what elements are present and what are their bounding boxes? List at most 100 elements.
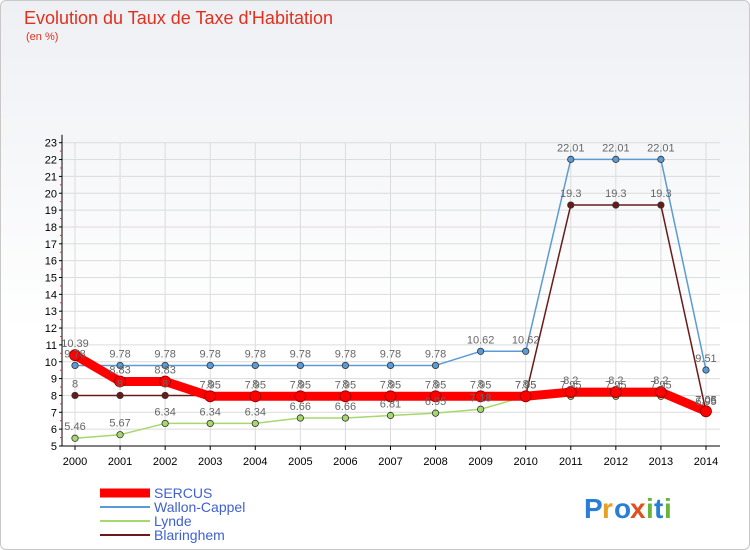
data-label-lynde: 6.34 [154,406,175,418]
data-label-wallon-cappel: 9.78 [380,348,401,360]
legend-label-sercus: SERCUS [154,485,212,501]
series-point-sercus [429,390,442,403]
series-point-wallon-cappel [71,361,79,370]
series-point-lynde [71,434,79,442]
y-tick-label: 5 [51,441,57,453]
data-label-sercus: 7.95 [245,379,266,391]
y-tick-label: 21 [45,171,57,183]
series-point-wallon-cappel [567,155,575,163]
data-label-lynde: 7.18 [470,392,491,404]
y-tick-label: 19 [45,205,57,217]
data-label-wallon-cappel: 9.78 [335,348,356,360]
series-point-lynde [477,405,485,413]
x-tick-label: 2002 [153,456,177,468]
series-point-sercus [655,386,667,398]
series-point-sercus [114,375,126,388]
chart-title: Evolution du Taux de Taxe d'Habitation [24,8,333,28]
series-point-wallon-cappel [431,361,440,370]
chart-subtitle: (en %) [26,31,58,43]
data-labels: 10.39 8.83 8.83 7.95 7.95 7.95 7.95 7.95 7.95 7.9… [61,142,716,433]
y-tick-label: 12 [45,323,57,335]
y-tick-label: 10 [45,357,57,369]
y-tick-label: 9 [51,374,57,386]
y-tick-label: 13 [45,306,57,318]
series-point-sercus [69,349,81,362]
legend-label-lynde: Lynde [154,513,192,529]
series-point-lynde [386,411,395,420]
data-label-wallon-cappel: 22.01 [557,142,585,154]
series-point-wallon-cappel [161,361,169,370]
series-point-blaringhem [567,201,575,209]
logo-letter: t [654,493,663,524]
logo-letter: i [646,493,654,524]
series-point-wallon-cappel [251,361,259,370]
data-label-sercus: 8.83 [109,364,130,376]
series-point-wallon-cappel [612,155,620,163]
series-point-sercus [474,390,487,403]
logo-letter: o [614,493,631,524]
data-label-lynde: 6.34 [199,406,220,418]
series-point-blaringhem [116,391,124,400]
series-point-blaringhem [657,201,665,209]
y-tick-label: 16 [45,256,57,268]
data-label-blaringhem: 8 [117,378,123,390]
y-tick-label: 17 [45,239,57,251]
data-label-lynde: 6.66 [335,401,356,413]
data-label-sercus: 7.95 [470,379,491,391]
series-point-blaringhem [612,201,620,209]
y-tick-label: 15 [45,273,57,285]
series-point-wallon-cappel [116,361,124,370]
series-point-wallon-cappel [522,347,530,355]
y-tick-label: 11 [46,340,57,352]
data-label-sercus: 8.83 [154,364,175,376]
x-tick-label: 2001 [108,456,132,468]
x-tick-label: 2014 [694,456,718,468]
data-label-sercus: 8.2 [563,375,578,387]
data-label-lynde: 6.66 [290,401,311,413]
series-point-wallon-cappel [657,155,665,163]
data-label-blaringhem: 8 [523,378,529,390]
series-point-lynde [161,419,169,428]
x-tick-label: 2013 [649,456,673,468]
series-point-lynde [206,419,214,428]
legend-label-blaringhem: Blaringhem [154,527,225,543]
series-point-sercus [564,386,577,398]
data-label-lynde: 7.95 [650,379,671,391]
series-point-wallon-cappel [341,361,350,370]
data-label-lynde: 6.81 [380,399,401,411]
logo-letter: x [630,493,646,524]
data-label-sercus: 7.95 [515,379,536,391]
x-tick-label: 2005 [288,456,312,468]
data-label-wallon-cappel: 9.78 [245,348,266,360]
y-tick-label: 23 [45,138,57,150]
logo-letter: r [602,493,613,524]
series-point-blaringhem [161,391,169,400]
x-tick-label: 2004 [243,456,267,468]
data-label-blaringhem: 8 [207,378,213,390]
series-point-blaringhem [71,391,79,400]
data-label-blaringhem: 8 [162,378,168,390]
data-label-blaringhem: 8 [478,378,484,390]
y-tick-label: 8 [51,390,57,402]
data-label-wallon-cappel: 9.78 [109,348,130,360]
series-layer [69,155,712,442]
data-label-wallon-cappel: 9.78 [290,348,311,360]
data-label-sercus: 8.2 [608,375,623,387]
data-label-blaringhem: 8 [432,378,438,390]
series-point-sercus [159,375,172,388]
data-label-blaringhem: 8 [387,378,393,390]
data-label-wallon-cappel: 22.01 [602,142,630,154]
series-point-sercus [249,390,262,403]
data-label-lynde: 5.67 [109,418,130,430]
data-label-sercus: 7.06 [695,394,716,406]
data-label-blaringhem: 8 [342,378,348,390]
data-label-blaringhem: 8 [297,378,303,390]
data-label-wallon-cappel: 10.62 [512,334,540,346]
series-point-lynde [116,431,124,439]
series-point-wallon-cappel [386,361,395,370]
data-label-sercus: 8.2 [653,375,668,387]
series-point-wallon-cappel [296,361,304,370]
x-tick-label: 2010 [513,456,537,468]
data-label-wallon-cappel: 22.01 [647,142,675,154]
